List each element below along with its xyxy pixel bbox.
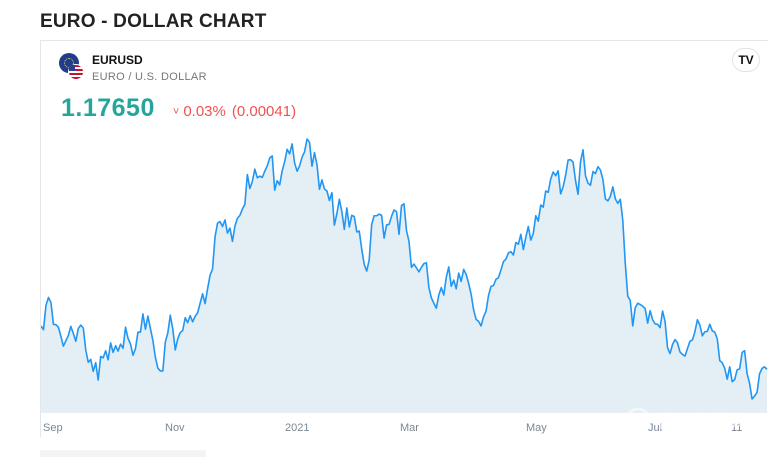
price-chart[interactable]: Sep Nov 2021 Mar May Jul 11 WIKIFX [41, 41, 769, 438]
eur-usd-flag-icon [59, 53, 84, 80]
price-row: 1.17650 ˅ 0.03% (0.00041) [61, 94, 296, 123]
x-tick-label: Jul [648, 422, 662, 434]
change-absolute: (0.00041) [231, 103, 297, 120]
x-tick-label: 11 [731, 422, 742, 434]
symbol-description: EURO / U.S. DOLLAR [92, 71, 207, 83]
symbol-header[interactable]: EURUSD EURO / U.S. DOLLAR [59, 53, 207, 84]
page-title: EURO - DOLLAR CHART [40, 11, 267, 32]
x-tick-label: 2021 [285, 422, 309, 434]
x-tick-label: Mar [400, 422, 419, 434]
watermark-text: WIKIFX [656, 408, 746, 435]
bottom-tab-stub [40, 450, 206, 457]
watermark: WIKIFX [625, 407, 746, 435]
symbol-name: EURUSD [92, 53, 143, 67]
price-line [41, 138, 768, 400]
watermark-logo-icon [625, 407, 651, 433]
chart-widget[interactable]: Sep Nov 2021 Mar May Jul 11 WIKIFX EURUSD EURO… [40, 40, 769, 438]
x-tick-label: Sep [43, 422, 63, 434]
change-percent: 0.03% [183, 103, 226, 120]
change-down-icon: ˅ [172, 106, 180, 118]
price-area [41, 139, 767, 413]
last-price: 1.17650 [61, 94, 155, 122]
x-axis: Sep Nov 2021 Mar May Jul 11 [43, 422, 742, 434]
price-change: ˅ 0.03% (0.00041) [173, 103, 296, 120]
x-tick-label: May [526, 422, 547, 434]
tradingview-logo-icon[interactable]: TV [733, 49, 759, 71]
x-tick-label: Nov [165, 422, 185, 434]
